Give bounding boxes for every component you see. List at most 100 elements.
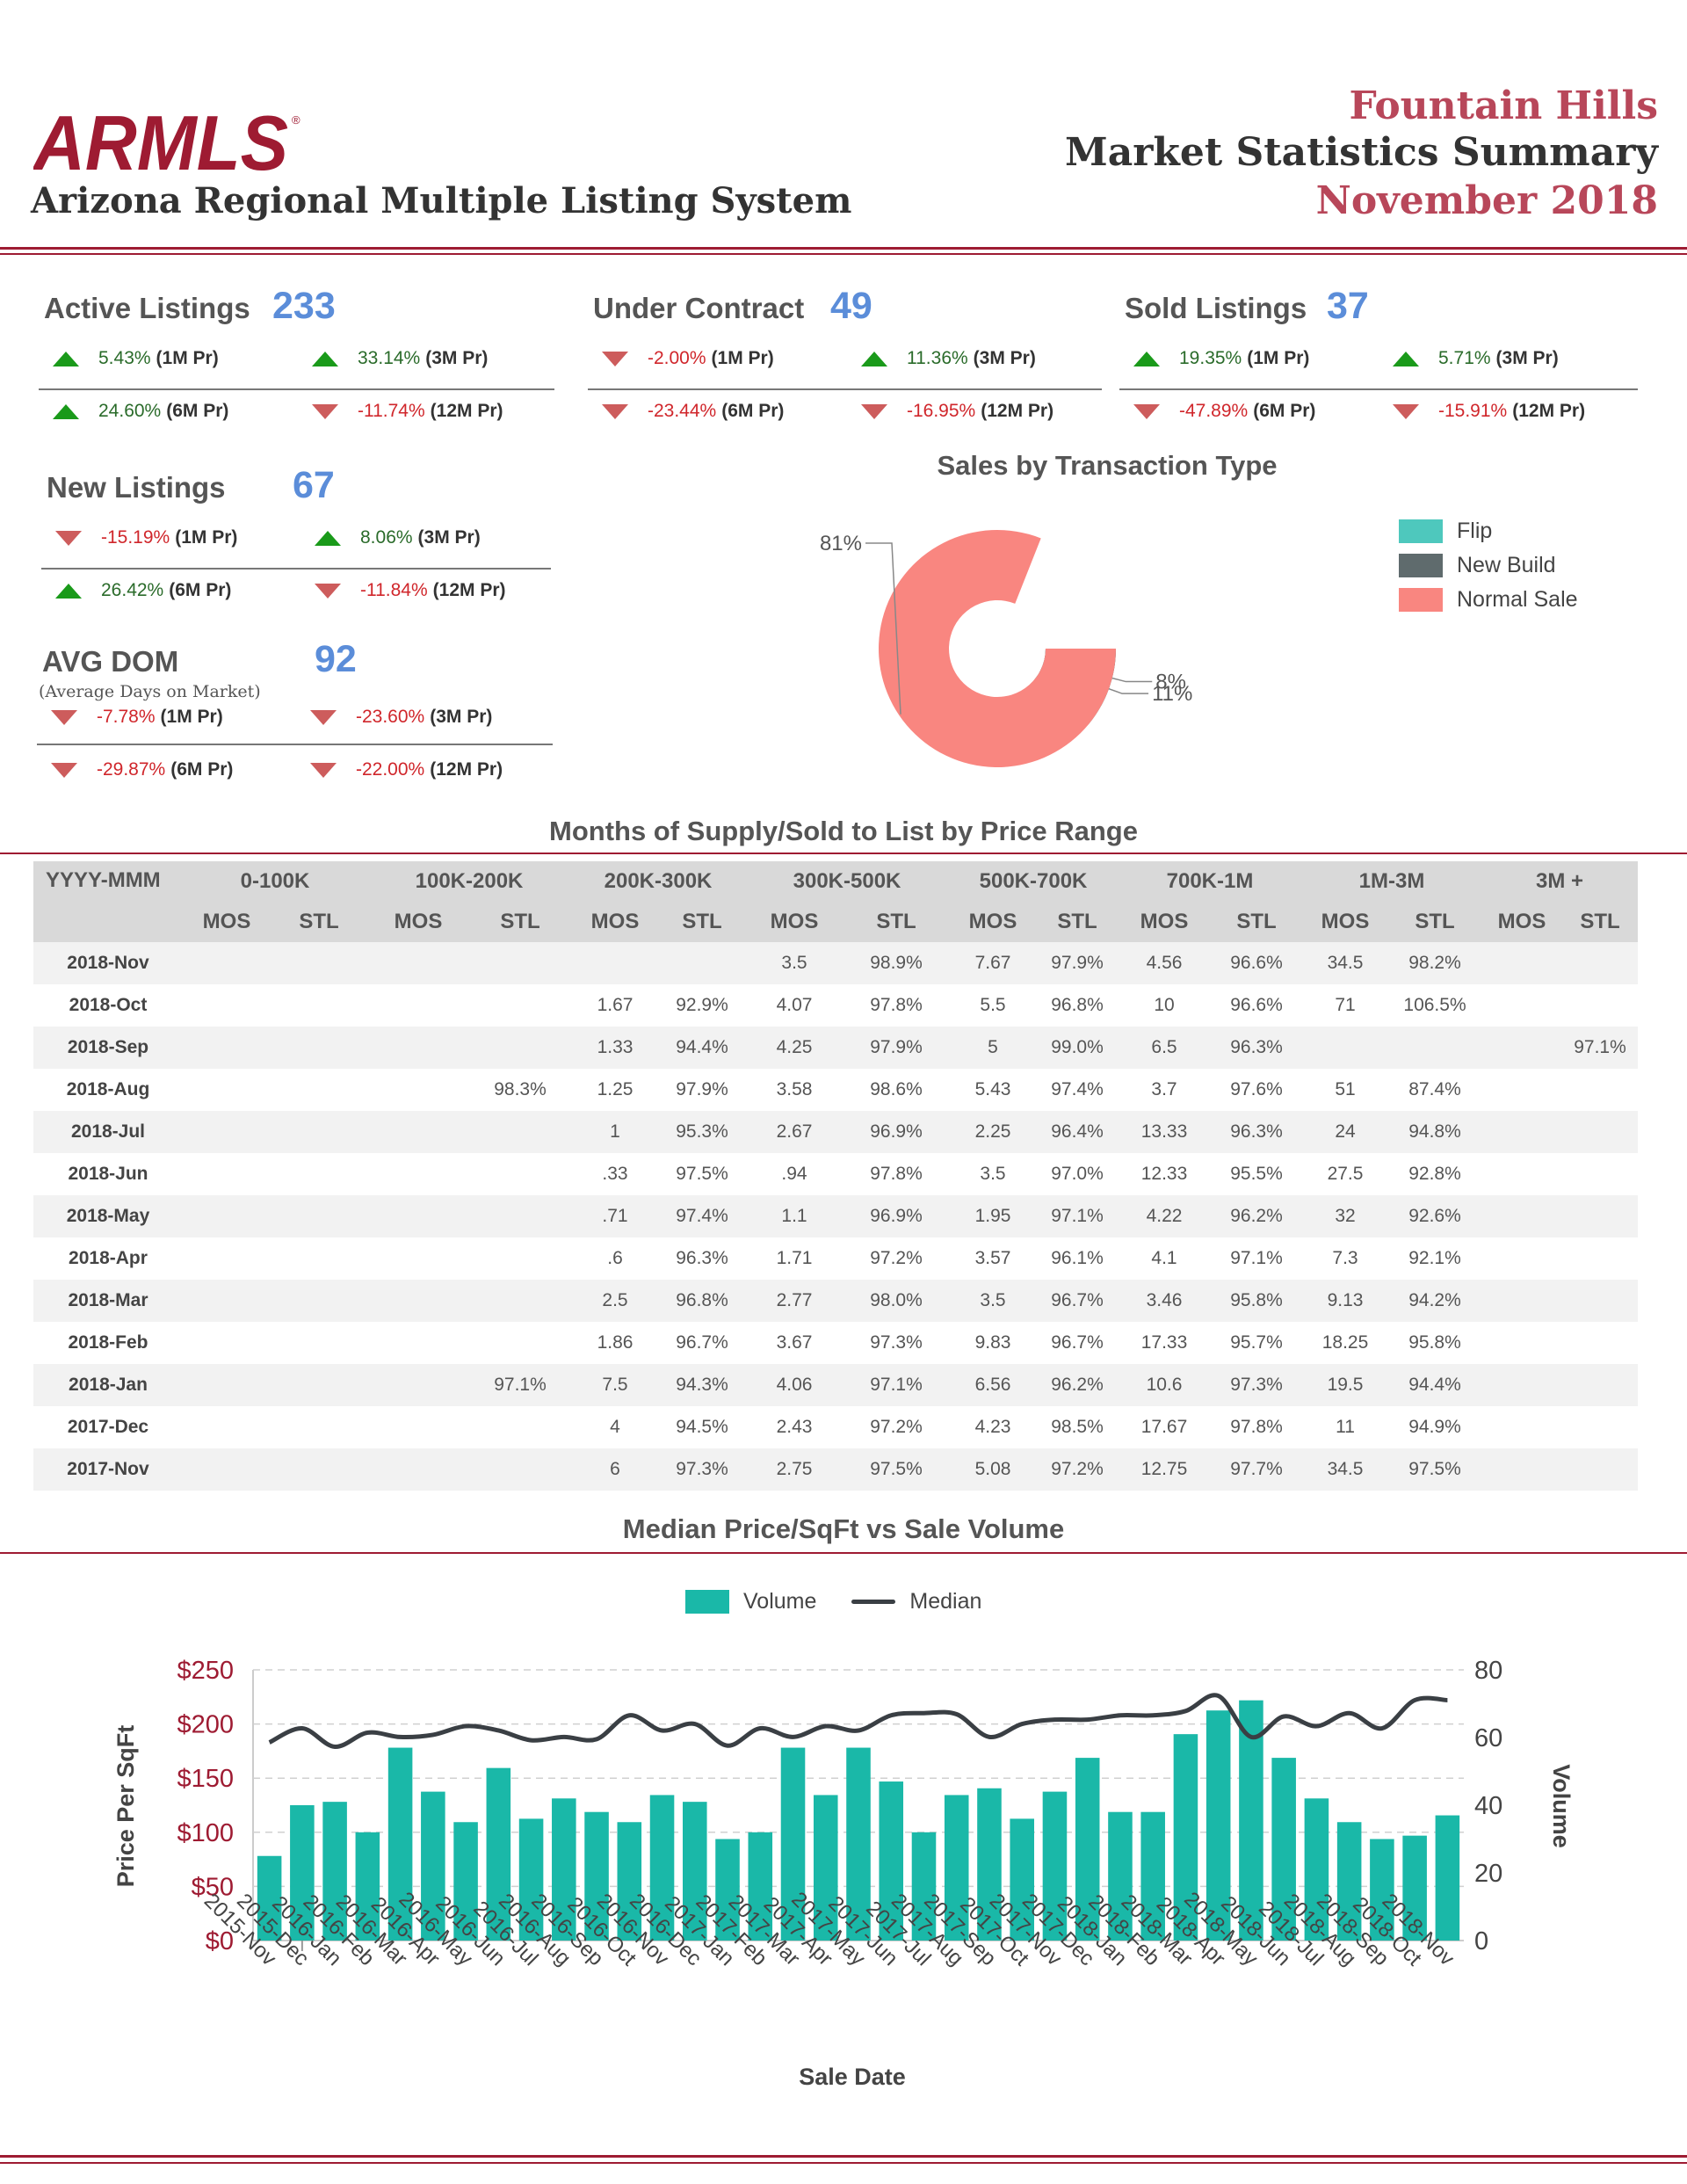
mos-cell: 4.56 [1118,942,1211,984]
legend-swatch [1399,554,1443,577]
volume-bar [977,1788,1002,1941]
volume-bar [649,1795,675,1941]
stl-cell: 92.9% [659,984,745,1027]
volume-bar [1206,1710,1231,1941]
pie-legend-item: Flip [1399,519,1578,544]
stl-cell: 96.6% [1211,984,1302,1027]
legend-label: Volume [743,1589,817,1614]
stl-cell: 94.4% [1388,1364,1482,1406]
legend-swatch [1399,588,1443,612]
volume-bar [944,1795,969,1941]
stl-cell [1562,1364,1639,1406]
table-row: 2018-Mar 2.5 96.8% 2.77 98.0% 3.5 96.7% 3.46 95.… [33,1280,1639,1322]
mos-cell: 9.13 [1302,1280,1388,1322]
stl-cell [271,1153,367,1195]
legend-label: Flip [1457,519,1493,543]
mos-cell [367,1111,469,1153]
change-period: (12M Pr) [1512,401,1586,421]
mos-header: MOS [1118,902,1211,942]
stl-cell [1562,1406,1639,1448]
mos-cell [183,1406,271,1448]
change-period: (1M Pr) [1247,348,1310,368]
pie-legend-item: New Build [1399,553,1578,578]
kpi-title: Sold Listings [1125,292,1307,324]
kpi-change: -11.84% (12M Pr) [315,580,506,601]
stl-cell [659,942,745,984]
stl-cell: 94.9% [1388,1406,1482,1448]
mos-cell: 4.25 [745,1027,844,1069]
mos-cell: 12.33 [1118,1153,1211,1195]
down-arrow-icon [602,351,628,366]
stl-cell: 87.4% [1388,1069,1482,1111]
price-range-header: 700K-1M [1118,861,1302,902]
mos-cell: .71 [571,1195,659,1237]
change-period: (1M Pr) [156,348,219,368]
mos-header: MOS [745,902,844,942]
pie-legend-item: Normal Sale [1399,587,1578,613]
y-left-tick-label: $250 [177,1657,234,1685]
stl-cell [1562,1448,1639,1491]
stl-header: STL [659,902,745,942]
kpi-change: -11.74% (12M Pr) [312,401,503,422]
mos-cell: 13.33 [1118,1111,1211,1153]
volume-bar [846,1747,871,1941]
mos-cell [571,942,659,984]
row-date: 2018-Jul [33,1111,183,1153]
stl-header: STL [469,902,571,942]
change-period: (3M Pr) [1495,348,1559,368]
stl-cell [1562,1195,1639,1237]
price-range-header: 100K-200K [367,861,571,902]
mos-cell: 4.07 [745,984,844,1027]
mos-cell: 32 [1302,1195,1388,1237]
mos-cell [183,1237,271,1280]
y-right-tick-label: 20 [1474,1860,1502,1888]
stl-cell: 98.6% [844,1069,949,1111]
table-row: 2018-Apr .6 96.3% 1.71 97.2% 3.57 96.1% 4.1 97.1… [33,1237,1639,1280]
kpi-new: New Listings 67 -15.19% (1M Pr) 8.06% (3M Pr)… [41,464,552,612]
up-arrow-icon [861,351,887,366]
kpi-value: 67 [293,464,335,506]
stl-cell [1562,1111,1639,1153]
stl-cell [271,1322,367,1364]
mos-cell [1481,942,1563,984]
kpi-title: Active Listings [44,292,250,324]
mos-cell: 71 [1302,984,1388,1027]
change-percent: 5.43% [98,348,151,368]
stl-cell: 97.1% [1562,1027,1639,1069]
stl-cell: 97.8% [844,984,949,1027]
table-rule [0,853,1687,854]
stl-cell: 96.3% [659,1237,745,1280]
mos-cell [183,984,271,1027]
stl-cell [1562,942,1639,984]
stl-cell: 98.5% [1037,1406,1118,1448]
kpi-change: 26.42% (6M Pr) [55,580,231,601]
volume-bar [1435,1815,1460,1941]
table-header-row: YYYY-MMM 0-100K 100K-200K 200K-300K 300K-500… [33,861,1639,942]
bar-swatch [685,1590,729,1614]
stl-header: STL [271,902,367,942]
mos-cell: 5.08 [949,1448,1037,1491]
row-date: 2018-Oct [33,984,183,1027]
kpi-change: -23.60% (3M Pr) [310,707,492,728]
stl-cell [271,1195,367,1237]
mos-header: MOS [949,902,1037,942]
volume-bar [1336,1822,1362,1941]
kpi-change: -23.44% (6M Pr) [602,401,784,422]
mos-cell: 10 [1118,984,1211,1027]
kpi-change: 24.60% (6M Pr) [53,401,228,422]
stl-cell: 98.3% [469,1069,571,1111]
mos-cell [367,1069,469,1111]
change-percent: 19.35% [1179,348,1242,368]
row-date: 2017-Dec [33,1406,183,1448]
stl-cell: 96.7% [1037,1322,1118,1364]
legend-label: New Build [1457,553,1556,577]
table-row: 2017-Dec 4 94.5% 2.43 97.2% 4.23 98.5% 17.67 97.… [33,1406,1639,1448]
kpi-change: 5.43% (1M Pr) [53,348,219,369]
mos-cell: 5.43 [949,1069,1037,1111]
mos-cell: 4 [571,1406,659,1448]
mos-cell: 5.5 [949,984,1037,1027]
change-period: (6M Pr) [1253,401,1316,421]
volume-bar [1173,1734,1198,1941]
stl-cell [469,942,571,984]
mos-cell: .6 [571,1237,659,1280]
